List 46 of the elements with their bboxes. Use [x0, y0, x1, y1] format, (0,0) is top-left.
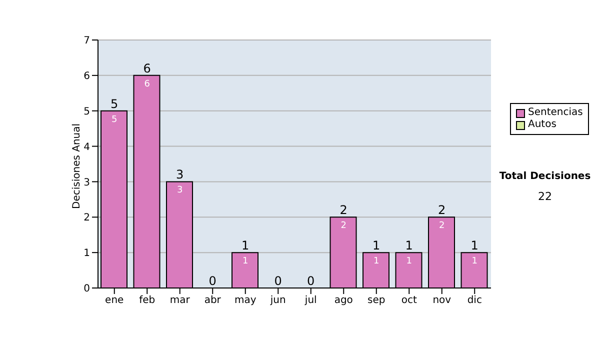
total-label: 0 [274, 274, 282, 288]
y-tick-label: 3 [84, 177, 90, 188]
y-axis-title: Decisiones Anual [72, 123, 83, 209]
x-tick-label: jun [269, 295, 286, 306]
legend-label: Autos [528, 119, 556, 131]
x-tick-label: ene [105, 295, 124, 306]
data-label: 1 [472, 256, 478, 267]
x-tick-label: feb [139, 295, 156, 306]
text: 22 [537, 190, 553, 203]
total-label: 6 [143, 61, 151, 76]
total-label: 0 [208, 274, 216, 288]
total-label: 3 [176, 168, 184, 182]
total-label: 0 [307, 274, 315, 288]
y-tick-label: 7 [84, 36, 90, 47]
x-tick-label: oct [401, 295, 417, 306]
x-tick-label: sep [368, 295, 386, 306]
x-tick-label: ago [334, 295, 353, 306]
y-tick-label: 5 [84, 106, 90, 118]
y-tick-label: 0 [84, 284, 90, 295]
total-label: 2 [340, 203, 348, 218]
total-label: 1 [470, 238, 478, 253]
y-tick-label: 4 [84, 142, 90, 153]
total-label: 1 [242, 238, 250, 253]
data-label: 3 [177, 186, 183, 196]
x-tick-label: dic [467, 295, 482, 306]
x-tick-label: abr [204, 295, 222, 306]
y-tick-label: 1 [84, 248, 90, 260]
total-label: 5 [110, 96, 118, 111]
data-label: 6 [144, 79, 150, 90]
x-tick-label: mar [170, 295, 191, 306]
data-label: 1 [406, 256, 412, 267]
data-label: 1 [374, 256, 380, 267]
y-tick-label: 2 [84, 212, 90, 224]
y-tick-label: 6 [84, 70, 90, 82]
data-label: 2 [340, 221, 346, 232]
total-label: 1 [405, 238, 413, 253]
total-label: 1 [372, 238, 380, 253]
data-label: 2 [439, 221, 445, 232]
data-label: 1 [242, 256, 248, 267]
x-tick-label: may [234, 295, 256, 306]
x-tick-label: nov [432, 295, 452, 306]
x-tick-label: jul [304, 295, 317, 306]
total-label: 2 [438, 203, 446, 218]
text: Total Decisiones [498, 171, 592, 182]
data-label: 5 [112, 114, 118, 125]
legend-label: Sentencias [528, 107, 583, 119]
